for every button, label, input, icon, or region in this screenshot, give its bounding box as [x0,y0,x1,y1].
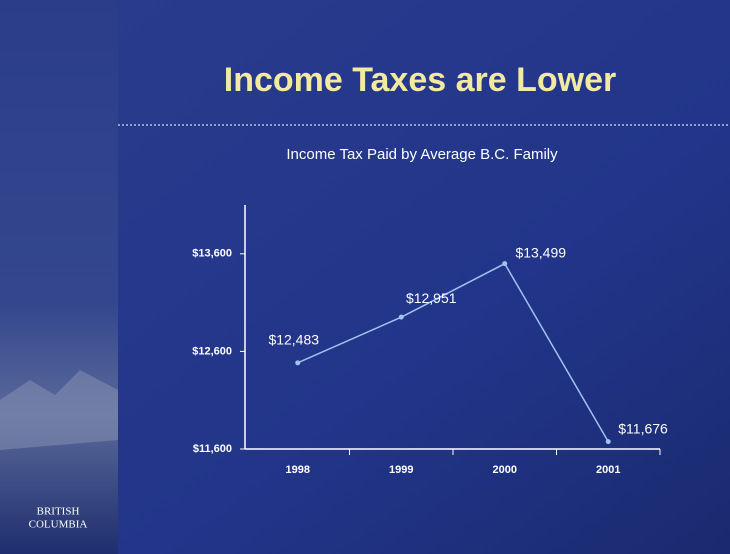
x-tick-label: 1998 [286,464,310,476]
value-label: $11,676 [618,420,668,436]
x-tick-label: 1999 [389,464,413,476]
data-point [399,315,404,320]
value-label: $13,499 [515,244,566,260]
logo-text: COLUMBIA [29,519,88,531]
y-tick-label: $13,600 [192,248,232,260]
value-label: $12,483 [268,332,319,348]
x-tick-label: 2000 [493,464,517,476]
slide: Income Taxes are Lower Income Tax Paid b… [0,0,730,554]
slide-title: Income Taxes are Lower [224,61,616,99]
y-tick-label: $12,600 [192,345,232,357]
data-point [606,439,611,444]
page: {"branding": {"line1": "BRITISH", "line2… [0,0,730,554]
data-point [295,360,300,365]
chart-subtitle: Income Tax Paid by Average B.C. Family [286,146,558,163]
x-tick-label: 2001 [596,464,620,476]
value-label: $12,951 [406,290,457,306]
side-strip [0,0,118,554]
logo-text: BRITISH [37,506,80,518]
data-point [502,261,507,266]
y-tick-label: $11,600 [193,443,232,455]
